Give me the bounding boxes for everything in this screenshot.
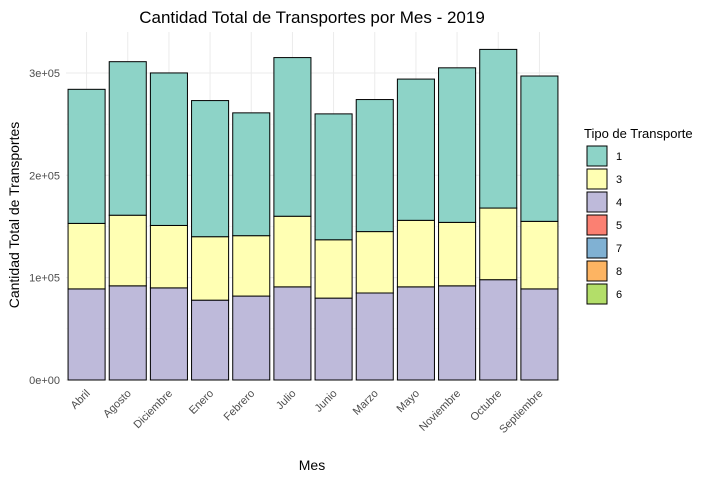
bar-segment-3 [273, 215, 312, 288]
bar-segment-1 [67, 88, 106, 224]
bar-segment-4 [355, 292, 394, 381]
y-tick-label: 2e+05 [29, 170, 60, 182]
legend-label-5: 5 [616, 220, 622, 232]
y-tick-label: 0e+00 [29, 375, 60, 387]
bar-segment-1 [355, 99, 394, 233]
bar-segment-4 [438, 285, 477, 381]
legend-label-1: 1 [616, 151, 622, 163]
bar-segment-4 [108, 285, 147, 381]
bar-segment-1 [232, 112, 271, 237]
bar-segment-4 [232, 295, 271, 381]
legend-swatch-4 [586, 191, 608, 213]
y-axis-title: Cantidad Total de Transportes [6, 122, 22, 309]
chart-bars [67, 48, 559, 381]
x-tick-label: Diciembre [132, 388, 175, 431]
legend-swatch-7 [586, 237, 608, 259]
bar-segment-4 [396, 286, 435, 381]
y-tick-label: 3e+05 [29, 68, 60, 80]
legend-label-3: 3 [616, 174, 622, 186]
bar-segment-1 [108, 61, 147, 216]
legend: Tipo de Transporte 1 3 4 5 7 8 6 [584, 126, 693, 305]
bar-segment-3 [108, 214, 147, 287]
bar-segment-1 [273, 57, 312, 217]
bar-segment-4 [479, 279, 518, 381]
x-tick-label: Agosto [101, 388, 134, 421]
legend-title: Tipo de Transporte [584, 126, 693, 141]
bar-segment-3 [396, 219, 435, 288]
x-tick-label: Abril [69, 388, 93, 412]
bar-segment-1 [149, 72, 188, 226]
bar-segment-3 [355, 231, 394, 294]
bar-segment-3 [149, 224, 188, 289]
bar-segment-4 [520, 288, 559, 381]
y-tick-label: 1e+05 [29, 273, 60, 285]
legend-label-6: 6 [616, 289, 622, 301]
x-tick-label: Julio [274, 388, 298, 412]
x-tick-label: Febrero [222, 388, 258, 424]
legend-label-7: 7 [616, 243, 622, 255]
bar-segment-4 [314, 297, 353, 381]
x-tick-label: Mayo [395, 388, 423, 416]
legend-swatch-1 [586, 145, 608, 167]
chart-title: Cantidad Total de Transportes por Mes - … [139, 8, 485, 27]
bar-segment-4 [149, 287, 188, 381]
bar-segment-4 [273, 286, 312, 381]
x-tick-label: Octubre [468, 388, 504, 424]
bar-segment-3 [479, 207, 518, 281]
bar-segment-3 [232, 235, 271, 297]
legend-swatch-6 [586, 283, 608, 305]
x-tick-label: Enero [187, 388, 216, 417]
legend-swatch-8 [586, 260, 608, 282]
bar-segment-4 [67, 288, 106, 381]
bar-segment-4 [191, 299, 230, 381]
x-tick-label: Marzo [351, 388, 381, 418]
legend-label-8: 8 [616, 266, 622, 278]
bar-segment-1 [479, 48, 518, 209]
x-tick-label: Noviembre [417, 388, 463, 434]
bar-segment-1 [314, 113, 353, 241]
bar-segment-1 [438, 67, 477, 223]
bar-segment-3 [520, 220, 559, 290]
bar-segment-3 [438, 221, 477, 287]
y-axis-ticks: 0e+00 1e+05 2e+05 3e+05 [29, 68, 60, 387]
x-axis-title: Mes [299, 457, 325, 473]
legend-swatch-3 [586, 168, 608, 190]
bar-segment-1 [520, 75, 559, 222]
bar-segment-3 [314, 239, 353, 299]
bar-segment-1 [191, 100, 230, 238]
legend-swatch-5 [586, 214, 608, 236]
bar-segment-1 [396, 78, 435, 221]
bar-segment-3 [191, 236, 230, 301]
legend-label-4: 4 [616, 197, 622, 209]
bar-segment-3 [67, 222, 106, 290]
x-tick-label: Junio [313, 388, 340, 415]
x-tick-label: Septiembre [497, 388, 545, 436]
